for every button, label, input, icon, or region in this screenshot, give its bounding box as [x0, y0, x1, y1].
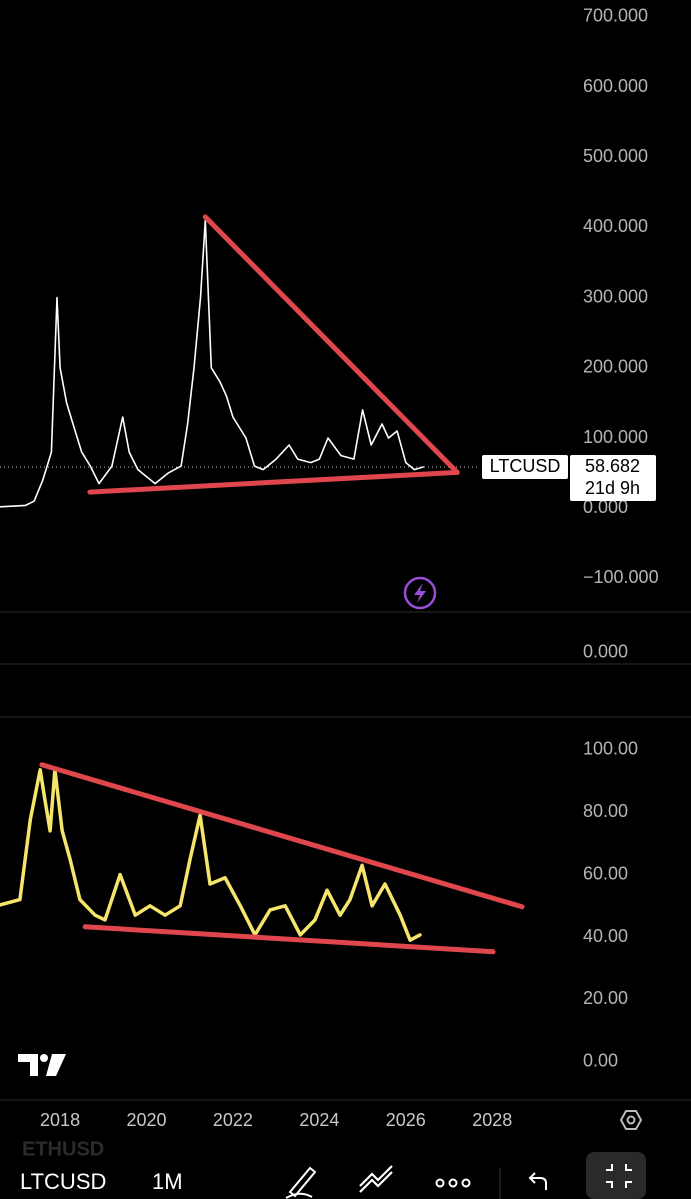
fullscreen-button[interactable] [586, 1152, 646, 1199]
trendline [82, 924, 496, 955]
y-tick-label: −100.000 [583, 567, 659, 587]
undo-icon[interactable] [528, 1172, 547, 1190]
y-tick-label: 100.000 [583, 427, 648, 447]
symbol-tag [482, 455, 568, 480]
trendline [39, 762, 525, 910]
trendline [202, 214, 460, 475]
x-tick-label: 2024 [299, 1110, 339, 1130]
series-line [0, 768, 422, 942]
x-tick-label: 2026 [386, 1110, 426, 1130]
symbol-tag-label: LTCUSD [490, 456, 561, 476]
tradingview-logo [18, 1054, 66, 1076]
symbol-button[interactable]: LTCUSD [20, 1169, 106, 1194]
x-tick-label: 2018 [40, 1110, 80, 1130]
y-tick-label: 500.000 [583, 146, 648, 166]
more-icon[interactable] [435, 1178, 471, 1188]
price-tag-countdown: 21d 9h [585, 478, 640, 498]
x-tick-label: 2028 [472, 1110, 512, 1130]
y-tick-label: 60.00 [583, 863, 628, 883]
y-tick-label: 0.000 [583, 497, 628, 517]
y-tick-label: 600.000 [583, 76, 648, 96]
x-tick-label: 2020 [126, 1110, 166, 1130]
interval-button[interactable]: 1M [152, 1169, 183, 1194]
price-tag [570, 455, 656, 502]
y-tick-label: 300.000 [583, 286, 648, 306]
x-tick-label: 2022 [213, 1110, 253, 1130]
price-tag-value: 58.682 [585, 456, 640, 476]
faded-symbol: ETHUSD [22, 1138, 104, 1160]
y-tick-label: 200.000 [583, 357, 648, 377]
y-tick-label: 20.00 [583, 988, 628, 1008]
indicator-icon[interactable] [359, 1165, 393, 1193]
y-tick-label: 40.00 [583, 926, 628, 946]
y-tick-label: 400.000 [583, 216, 648, 236]
y-tick-label: 100.00 [583, 739, 638, 759]
y-tick-label: 700.000 [583, 6, 648, 26]
flash-icon[interactable] [403, 576, 437, 610]
y-tick-label: 80.00 [583, 801, 628, 821]
draw-tool-icon[interactable] [285, 1166, 317, 1199]
fullscreen-icon [606, 1164, 632, 1188]
y-tick-label: 0.00 [583, 1051, 618, 1071]
trendline [87, 469, 460, 495]
settings-icon[interactable] [619, 1110, 643, 1130]
y-tick-label: 0.000 [583, 642, 628, 662]
